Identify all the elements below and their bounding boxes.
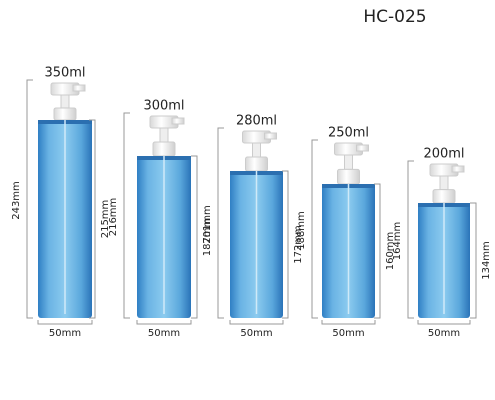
pump-nozzle [451,165,465,173]
capacity-label: 200ml [423,147,464,162]
width-label: 50mm [332,328,364,339]
body-height-label: 160mm [385,232,396,271]
total-bracket [217,127,224,319]
pump-collar [53,107,77,121]
pump-collar [432,189,456,204]
body-bracket [470,202,477,319]
capacity-label: 350ml [44,66,85,81]
width-label: 50mm [240,328,272,339]
pump-collar [337,168,360,185]
pump-nozzle [356,144,369,152]
width-bracket [417,320,471,325]
pump-collar [245,156,268,172]
pump-nozzle [72,84,86,92]
pump-nozzle [264,132,277,140]
total-height-label: 201mm [202,205,213,244]
total-bracket [407,160,414,319]
bottles: 350ml 243mm 215mm 50mm 300ml 216mm 187mm 50mm 28… [11,66,492,340]
title: HC-025 [363,7,426,27]
pump-stem [344,154,353,170]
capacity-label: 280ml [236,114,277,129]
width-label: 50mm [148,328,180,339]
pump-stem [159,127,169,143]
width-bracket [229,320,284,325]
capacity-label: 300ml [143,99,184,114]
body-height-label: 215mm [100,200,111,239]
pump-stem [60,94,70,109]
body-bracket [89,119,96,319]
total-bracket [26,79,33,319]
body-bracket [282,170,289,319]
width-bracket [37,320,93,325]
width-label: 50mm [49,328,81,339]
total-height-label: 216mm [108,198,119,237]
width-bracket [321,320,376,325]
pump-stem [252,142,261,158]
total-height-label: 243mm [11,181,22,220]
body-height-label: 134mm [481,241,492,280]
total-bracket [123,112,130,319]
body-height-label: 172mm [293,225,304,264]
width-bracket [136,320,192,325]
body-height-label: 187mm [202,218,213,257]
body-bracket [191,155,198,319]
body-bracket [374,183,381,319]
total-height-label: 188mm [296,211,307,250]
pump-stem [439,175,449,191]
pump-nozzle [171,117,185,125]
total-height-label: 164mm [392,222,403,261]
pump-collar [152,141,176,157]
capacity-label: 250ml [328,126,369,141]
total-bracket [311,139,318,319]
width-label: 50mm [428,328,460,339]
